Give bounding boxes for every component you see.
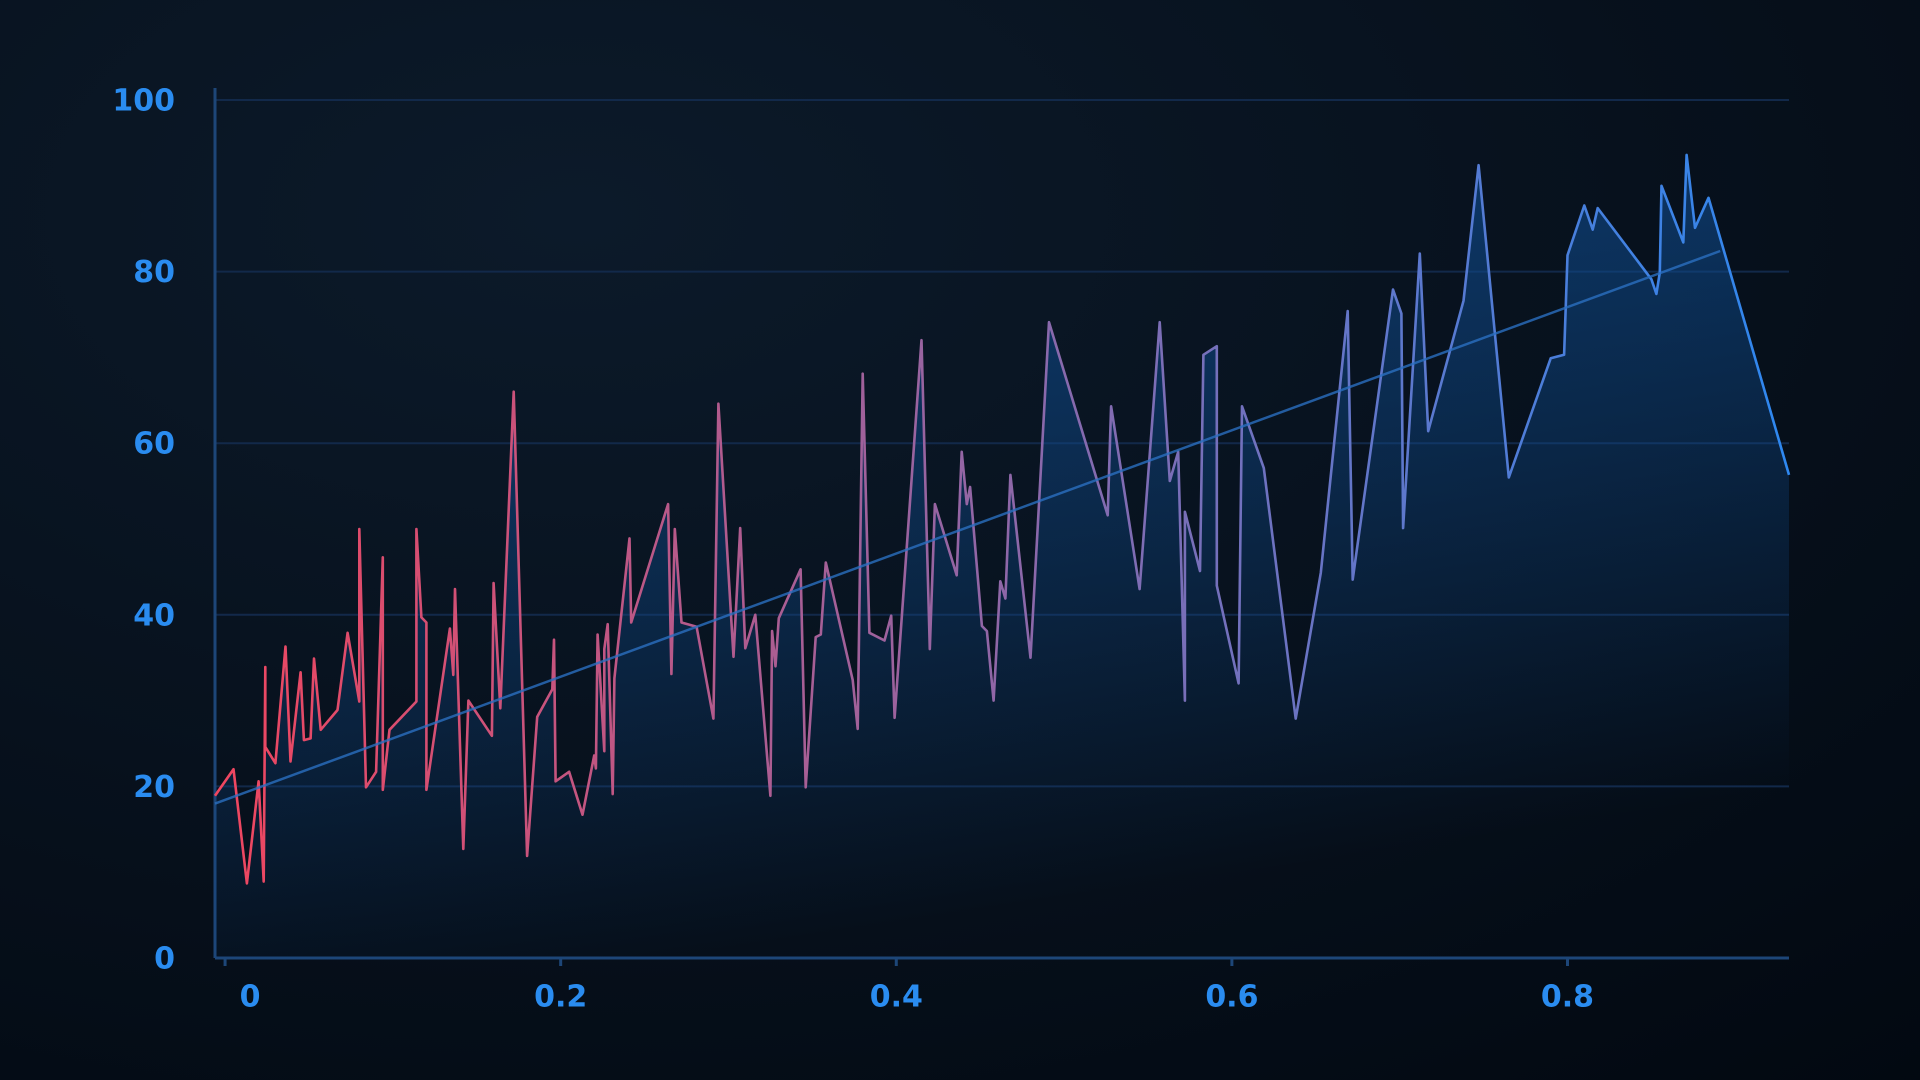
trend-line [214,249,1721,805]
x-tick-label: 0.2 [534,980,587,1015]
y-tick-label: 40 [133,598,175,633]
x-tick-label: 0.8 [1541,980,1594,1015]
y-tick-label: 0 [154,942,175,977]
data-line [213,153,1791,885]
y-tick-label: 60 [133,427,175,462]
area-fill [215,154,1789,958]
x-tick-label: 0.6 [1205,980,1258,1015]
y-tick-label: 100 [112,84,175,119]
y-tick-label: 80 [133,255,175,290]
x-tick-label: 0 [240,980,261,1015]
y-tick-label: 20 [133,770,175,805]
x-tick-label: 0.4 [870,980,923,1015]
